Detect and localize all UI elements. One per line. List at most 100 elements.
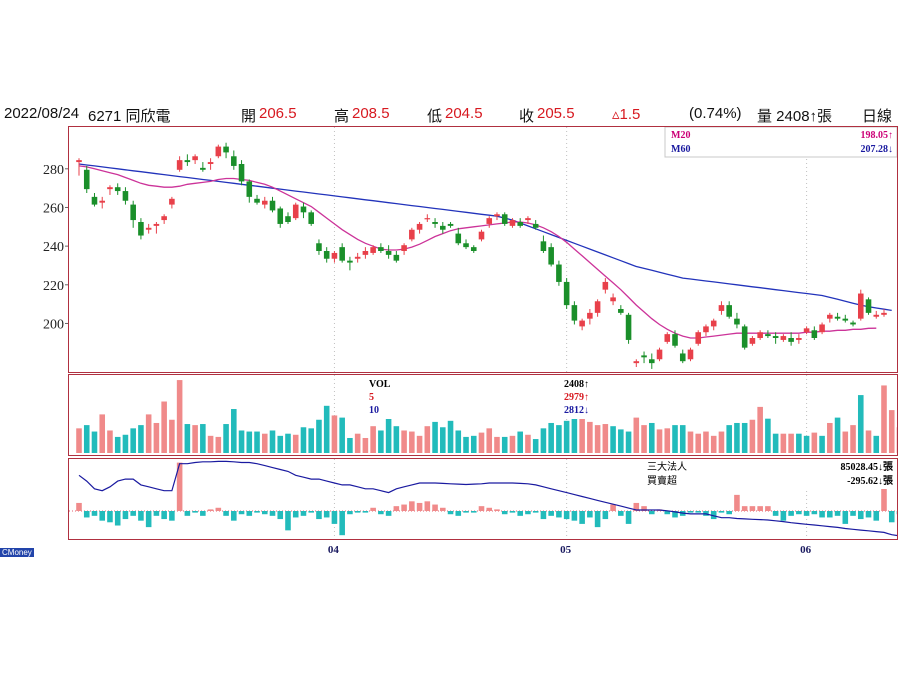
volume-bar (602, 424, 609, 453)
candle-body (347, 260, 353, 263)
candle-body (703, 326, 709, 333)
candle-body (594, 301, 601, 313)
net-buy-bar (749, 506, 756, 511)
volume-bar (517, 431, 523, 453)
candle-body (223, 146, 229, 153)
candle-body (416, 223, 423, 230)
net-buy-bar (881, 488, 887, 511)
volume-bar (432, 421, 438, 453)
date-tick-label: 05 (560, 544, 572, 556)
ma-legend-value: 198.05↑ (861, 130, 894, 141)
candle (207, 158, 214, 170)
candle (238, 160, 245, 186)
candle (672, 330, 678, 348)
candle (223, 142, 229, 159)
candle-body (695, 332, 702, 344)
net-buy-bar (834, 511, 841, 516)
net-buy-bar (548, 511, 554, 516)
quote-date: 2022/08/24 (4, 105, 80, 122)
volume-bar (749, 419, 756, 453)
candle (625, 312, 632, 344)
candle (393, 251, 400, 263)
candle-body (316, 243, 322, 251)
net-buy-bar (362, 511, 369, 513)
candle (130, 200, 136, 228)
close-label: 收 (519, 108, 535, 125)
date-axis: 0405060708 (328, 544, 812, 556)
volume-bar (254, 431, 260, 453)
volume-bar (579, 414, 585, 453)
volume-bar (656, 429, 663, 453)
candle-body (672, 334, 678, 346)
candle (842, 314, 849, 323)
candle (656, 347, 663, 362)
volume-bar (850, 425, 856, 453)
net-buy-bar (803, 511, 810, 516)
volume-bar (455, 430, 462, 453)
volume-bar (827, 422, 833, 453)
candle-body (184, 160, 191, 163)
volume-legend-label: 5 (369, 392, 374, 403)
volume-bar (223, 424, 229, 453)
candle-body (192, 156, 198, 161)
candle-body (246, 181, 253, 197)
volume-bar (486, 428, 493, 453)
volume-bar (470, 435, 477, 453)
volume-bar (347, 437, 353, 453)
candle (741, 324, 748, 350)
candle (176, 156, 183, 172)
period-label: 日線 (862, 108, 893, 125)
volume-bar (649, 422, 655, 453)
price-tick-label: 260 (43, 201, 64, 216)
price-tick-label: 200 (43, 317, 64, 332)
net-buy-bar (385, 511, 392, 516)
candle (780, 334, 787, 342)
candle (765, 330, 771, 338)
net-buy-bar (440, 507, 446, 511)
volume-bar (238, 430, 245, 453)
net-buy-bar (122, 511, 129, 520)
candle (540, 235, 547, 253)
net-buy-bar (200, 511, 206, 516)
net-buy-bar (788, 511, 794, 516)
candle-body (161, 216, 167, 221)
net-buy-bar (378, 511, 384, 515)
candle-body (385, 251, 392, 255)
volume-bar (834, 417, 841, 453)
candle (664, 332, 671, 344)
volume-bar (594, 425, 601, 453)
net-buy-bar (99, 511, 106, 521)
net-buy-bar (470, 511, 477, 513)
candle (184, 154, 191, 166)
candle-body (749, 338, 756, 344)
price-axis: 200 220 240 260 280 (43, 163, 68, 332)
candle (501, 212, 508, 226)
candle (246, 179, 253, 203)
volume-bar (556, 425, 562, 453)
candle-body (176, 160, 183, 170)
candle (509, 218, 516, 228)
net-buy-bar (455, 511, 462, 516)
net-buy-bar (393, 506, 400, 511)
candle (687, 347, 694, 362)
candle-body (215, 146, 222, 157)
volume-bar (192, 425, 198, 453)
net-buy-bar (641, 506, 647, 511)
quote-header: 2022/08/24 6271 同欣電 開 206.5 高 208.5 低 20… (0, 105, 900, 127)
institutional-panel: 三大法人 85028.45↓張 買賣超 -295.62↓張 (68, 458, 900, 540)
net-buy-bar (316, 511, 322, 520)
candle-body (292, 204, 299, 219)
volume-bar (231, 409, 237, 453)
high-label: 高 (334, 108, 350, 125)
candle (548, 243, 554, 267)
candle-body (470, 247, 477, 251)
candle-body (509, 220, 516, 226)
volume-bar (710, 435, 717, 453)
net-buy-bar (618, 511, 624, 516)
net-buy-bar (741, 506, 748, 511)
net-buy-bar (587, 511, 593, 518)
candle (91, 193, 98, 207)
net-buy-bar (261, 511, 268, 515)
candle-body (378, 247, 384, 251)
net-buy-bar (486, 507, 493, 511)
